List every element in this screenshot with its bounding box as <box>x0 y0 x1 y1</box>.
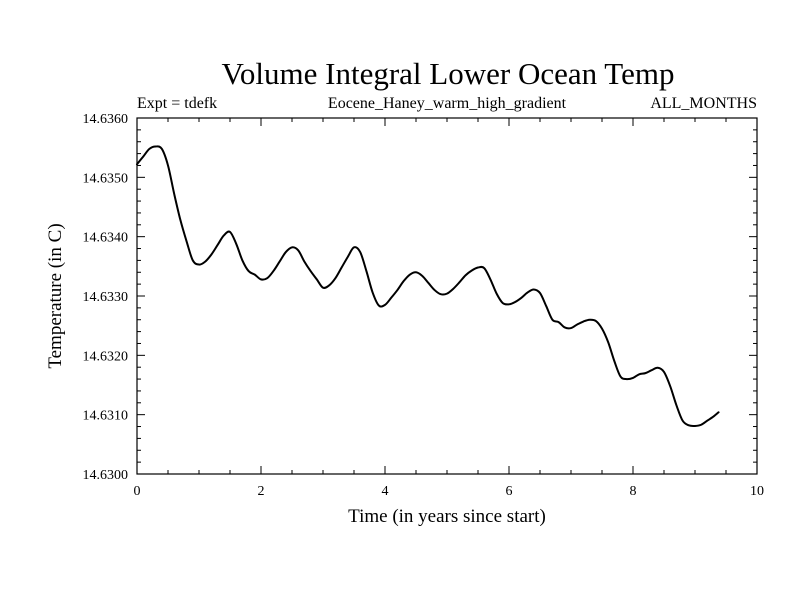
x-tick-label: 4 <box>382 484 389 499</box>
y-tick-label: 14.6300 <box>83 468 129 483</box>
y-tick-label: 14.6360 <box>83 112 129 127</box>
subtitle-right: ALL_MONTHS <box>650 95 757 112</box>
x-tick-label: 2 <box>258 484 265 499</box>
x-tick-label: 8 <box>630 484 637 499</box>
x-tick-label: 0 <box>134 484 141 499</box>
x-tick-label: 6 <box>506 484 513 499</box>
y-tick-label: 14.6320 <box>83 349 129 364</box>
plot-frame <box>136 117 758 475</box>
x-tick-label: 10 <box>750 484 764 499</box>
subtitle-center: Eocene_Haney_warm_high_gradient <box>328 95 567 112</box>
y-tick-label: 14.6340 <box>83 231 129 246</box>
y-tick-label: 14.6330 <box>83 290 129 305</box>
chart-title: Volume Integral Lower Ocean Temp <box>222 56 675 91</box>
subtitle-left: Expt = tdefk <box>137 95 217 112</box>
y-tick-label: 14.6310 <box>83 409 129 424</box>
temperature-series-line <box>136 145 720 428</box>
y-axis-label: Temperature (in C) <box>45 223 66 368</box>
plot-area: 0 2 4 6 8 10 14.6300 14.6310 14.6320 14.6330 14.63… <box>83 112 765 499</box>
x-axis-label: Time (in years since start) <box>348 506 546 527</box>
y-tick-label: 14.6350 <box>83 171 129 186</box>
